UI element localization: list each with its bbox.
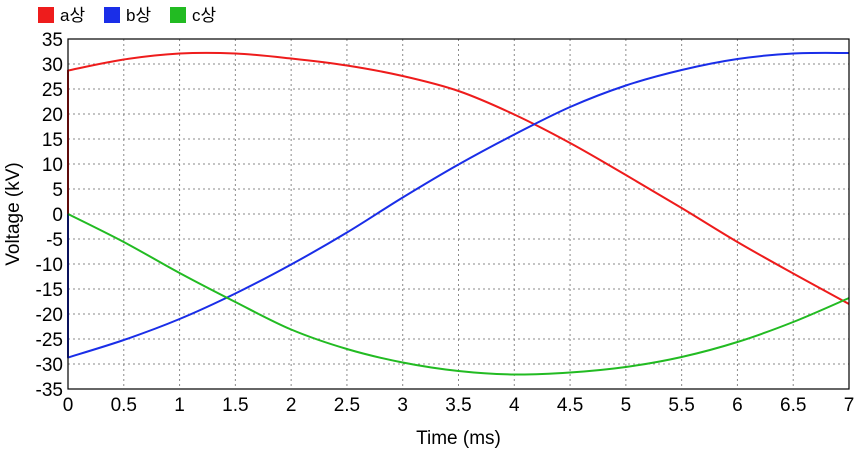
legend-label-3: c상 xyxy=(192,6,217,25)
y-tick-label: 15 xyxy=(42,130,63,151)
y-tick-label: -10 xyxy=(36,255,63,276)
x-tick-label: 6.5 xyxy=(780,395,806,416)
x-axis-title: Time (ms) xyxy=(416,428,501,449)
y-tick-label: 25 xyxy=(42,80,63,101)
x-tick-label: 5 xyxy=(621,395,632,416)
x-tick-label: 3.5 xyxy=(445,395,471,416)
legend: a상 b상 c상 xyxy=(38,6,217,25)
y-tick-label: 30 xyxy=(42,55,63,76)
x-tick-label: 3 xyxy=(397,395,408,416)
legend-swatch-3 xyxy=(170,7,186,23)
y-tick-label: 0 xyxy=(52,205,63,226)
series-line-2 xyxy=(67,51,850,359)
legend-label-1: a상 xyxy=(60,6,85,25)
x-tick-label: 2.5 xyxy=(334,395,360,416)
y-tick-label: 10 xyxy=(42,155,63,176)
y-tick-label: -5 xyxy=(46,230,63,251)
legend-label-2: b상 xyxy=(126,6,151,25)
x-tick-label: 4.5 xyxy=(557,395,583,416)
y-tick-label: -30 xyxy=(36,355,63,376)
y-tick-label: 35 xyxy=(42,30,63,51)
x-tick-label: 1 xyxy=(174,395,185,416)
y-tick-label: -25 xyxy=(36,330,63,351)
series-lines xyxy=(67,51,850,376)
grid xyxy=(68,39,849,389)
x-tick-label: 2 xyxy=(286,395,297,416)
legend-swatch-1 xyxy=(38,7,54,23)
x-tick-label: 6 xyxy=(732,395,743,416)
x-tick-label: 7 xyxy=(844,395,855,416)
x-tick-label: 0 xyxy=(63,395,74,416)
y-axis-title: Voltage (kV) xyxy=(3,162,24,266)
x-tick-label: 0.5 xyxy=(111,395,137,416)
y-tick-label: -35 xyxy=(36,380,63,401)
x-tick-label: 5.5 xyxy=(668,395,694,416)
series-line-1 xyxy=(67,51,850,305)
x-tick-label: 1.5 xyxy=(222,395,248,416)
y-tick-label: 5 xyxy=(52,180,63,201)
legend-swatch-2 xyxy=(104,7,120,23)
x-tick-labels: 0 0.5 1 1.5 2 2.5 3 3.5 4 4.5 5 5.5 6 6.5 7 xyxy=(63,395,855,416)
y-tick-label: -20 xyxy=(36,305,63,326)
x-tick-label: 4 xyxy=(509,395,520,416)
y-tick-label: 20 xyxy=(42,105,63,126)
y-tick-label: -15 xyxy=(36,280,63,301)
plot-frame xyxy=(67,38,850,390)
series-line-3 xyxy=(67,213,850,376)
y-tick-labels: 35 30 25 20 15 10 5 0 -5 -10 -15 -20 -25 -30 -35 xyxy=(36,30,63,401)
